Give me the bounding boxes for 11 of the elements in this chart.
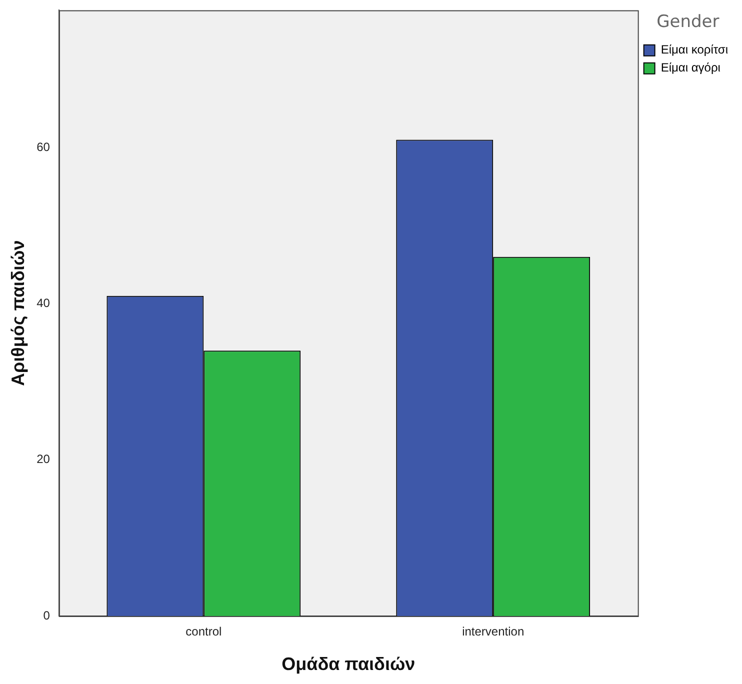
legend-label: Είμαι κορίτσι — [660, 42, 728, 57]
y-tick-label: 60 — [36, 140, 50, 154]
legend-label: Είμαι αγόρι — [660, 60, 721, 75]
legend-title: Gender — [656, 12, 720, 32]
y-tick-label: 0 — [43, 608, 50, 622]
x-tick-label: control — [186, 624, 222, 639]
y-tick-label: 20 — [36, 452, 50, 466]
y-axis-title: Αριθμός παιδιών — [8, 240, 28, 386]
x-axis-title: Ομάδα παιδιών — [282, 654, 416, 674]
y-tick-label: 40 — [36, 296, 50, 310]
x-tick-label: intervention — [462, 624, 524, 639]
